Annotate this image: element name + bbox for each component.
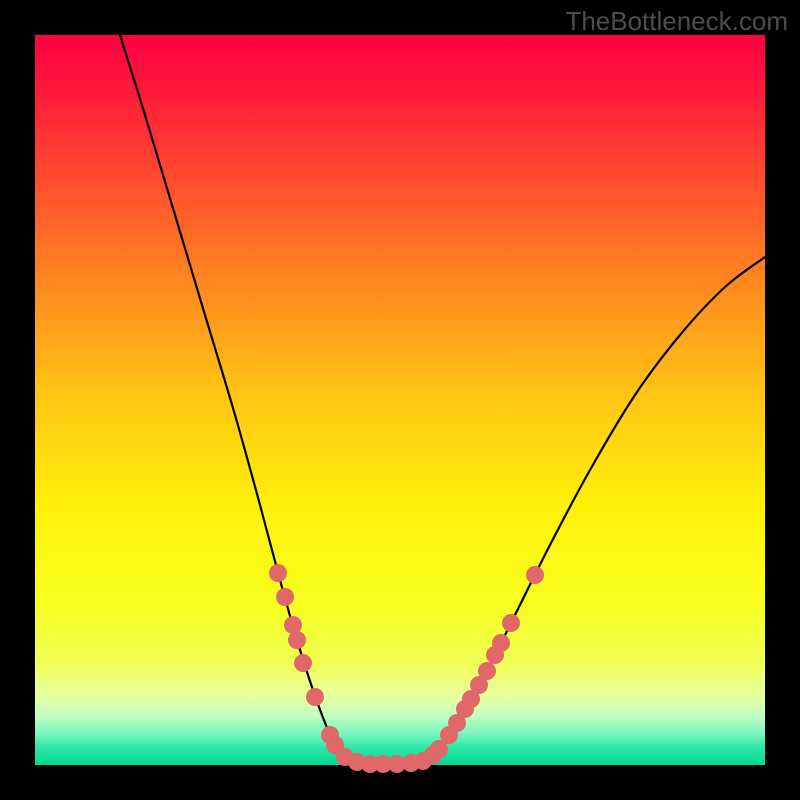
data-marker	[294, 654, 312, 672]
plot-area	[35, 35, 765, 765]
watermark-text: TheBottleneck.com	[565, 6, 788, 37]
data-marker	[492, 634, 510, 652]
curve-layer	[35, 35, 765, 765]
data-marker	[276, 588, 294, 606]
chart-frame: TheBottleneck.com	[0, 0, 800, 800]
data-marker	[478, 662, 496, 680]
data-marker	[306, 688, 324, 706]
gradient-background	[35, 35, 765, 765]
data-marker	[269, 564, 287, 582]
data-marker	[526, 566, 544, 584]
data-marker	[502, 614, 520, 632]
data-marker	[288, 631, 306, 649]
